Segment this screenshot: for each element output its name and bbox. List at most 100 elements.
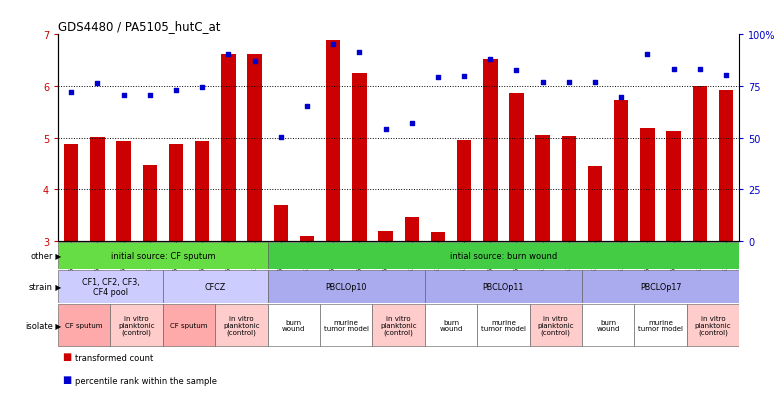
Bar: [268, 271, 425, 303]
Point: [118, 93, 130, 99]
Bar: [169, 145, 183, 242]
Bar: [430, 232, 445, 242]
Bar: [666, 132, 681, 242]
Bar: [588, 166, 602, 242]
Bar: [536, 136, 550, 242]
Point: [301, 103, 313, 109]
Bar: [529, 304, 582, 346]
Text: other: other: [30, 251, 53, 260]
Point: [615, 95, 628, 102]
Bar: [273, 206, 288, 242]
Bar: [163, 304, 215, 346]
Bar: [562, 136, 576, 242]
Text: in vitro
planktonic
(control): in vitro planktonic (control): [537, 316, 574, 335]
Bar: [111, 304, 163, 346]
Text: murine
tumor model: murine tumor model: [481, 319, 526, 332]
Text: CF1, CF2, CF3,
CF4 pool: CF1, CF2, CF3, CF4 pool: [81, 277, 139, 296]
Point: [563, 79, 575, 86]
Text: burn
wound: burn wound: [597, 319, 620, 332]
Bar: [58, 304, 111, 346]
Text: ▶: ▶: [53, 321, 62, 330]
Text: initial source: CF sputum: initial source: CF sputum: [111, 251, 215, 260]
Point: [667, 67, 680, 74]
Bar: [215, 304, 268, 346]
Bar: [425, 271, 582, 303]
Point: [248, 59, 261, 65]
Point: [484, 57, 496, 63]
Text: murine
tumor model: murine tumor model: [638, 319, 683, 332]
Bar: [268, 242, 739, 269]
Bar: [221, 55, 235, 242]
Text: PBCLOp10: PBCLOp10: [326, 282, 367, 291]
Text: intial source: burn wound: intial source: burn wound: [450, 251, 557, 260]
Point: [720, 72, 732, 78]
Bar: [352, 74, 367, 242]
Bar: [58, 242, 268, 269]
Bar: [405, 218, 419, 242]
Bar: [582, 304, 635, 346]
Text: CF sputum: CF sputum: [170, 322, 207, 328]
Point: [275, 134, 287, 141]
Point: [458, 73, 471, 80]
Text: ▶: ▶: [53, 251, 62, 260]
Bar: [300, 236, 314, 242]
Text: CF sputum: CF sputum: [66, 322, 103, 328]
Bar: [58, 271, 163, 303]
Point: [170, 88, 182, 94]
Point: [694, 67, 706, 74]
Point: [536, 79, 549, 86]
Bar: [64, 145, 78, 242]
Text: percentile rank within the sample: percentile rank within the sample: [75, 376, 217, 385]
Point: [510, 68, 522, 75]
Text: PBCLOp11: PBCLOp11: [483, 282, 524, 291]
Bar: [372, 304, 425, 346]
Bar: [614, 101, 628, 242]
Text: ■: ■: [62, 374, 71, 384]
Bar: [425, 304, 478, 346]
Point: [642, 51, 654, 58]
Point: [65, 90, 77, 96]
Text: ■: ■: [62, 351, 71, 361]
Bar: [693, 87, 707, 242]
Bar: [457, 140, 471, 242]
Text: GDS4480 / PA5105_hutC_at: GDS4480 / PA5105_hutC_at: [58, 19, 221, 33]
Point: [353, 50, 365, 57]
Point: [91, 81, 104, 88]
Bar: [268, 304, 320, 346]
Point: [379, 126, 392, 133]
Text: murine
tumor model: murine tumor model: [324, 319, 368, 332]
Bar: [378, 232, 392, 242]
Text: ▶: ▶: [53, 282, 62, 291]
Bar: [142, 166, 157, 242]
Text: in vitro
planktonic
(control): in vitro planktonic (control): [694, 316, 731, 335]
Bar: [163, 271, 268, 303]
Text: in vitro
planktonic
(control): in vitro planktonic (control): [118, 316, 155, 335]
Bar: [687, 304, 739, 346]
Point: [196, 84, 208, 91]
Text: CFCZ: CFCZ: [204, 282, 226, 291]
Text: isolate: isolate: [25, 321, 53, 330]
Bar: [195, 142, 209, 242]
Bar: [478, 304, 529, 346]
Bar: [719, 91, 733, 242]
Point: [432, 74, 444, 81]
Text: burn
wound: burn wound: [440, 319, 463, 332]
Bar: [635, 304, 687, 346]
Point: [406, 121, 418, 127]
Bar: [248, 55, 262, 242]
Text: in vitro
planktonic
(control): in vitro planktonic (control): [223, 316, 260, 335]
Bar: [90, 138, 104, 242]
Bar: [320, 304, 372, 346]
Bar: [509, 94, 524, 242]
Text: strain: strain: [29, 282, 53, 291]
Text: PBCLOp17: PBCLOp17: [640, 282, 681, 291]
Text: burn
wound: burn wound: [283, 319, 306, 332]
Point: [589, 79, 601, 86]
Point: [327, 41, 339, 48]
Text: transformed count: transformed count: [75, 353, 153, 362]
Point: [222, 51, 235, 58]
Bar: [483, 60, 498, 242]
Text: in vitro
planktonic
(control): in vitro planktonic (control): [380, 316, 417, 335]
Point: [143, 93, 156, 99]
Bar: [582, 271, 739, 303]
